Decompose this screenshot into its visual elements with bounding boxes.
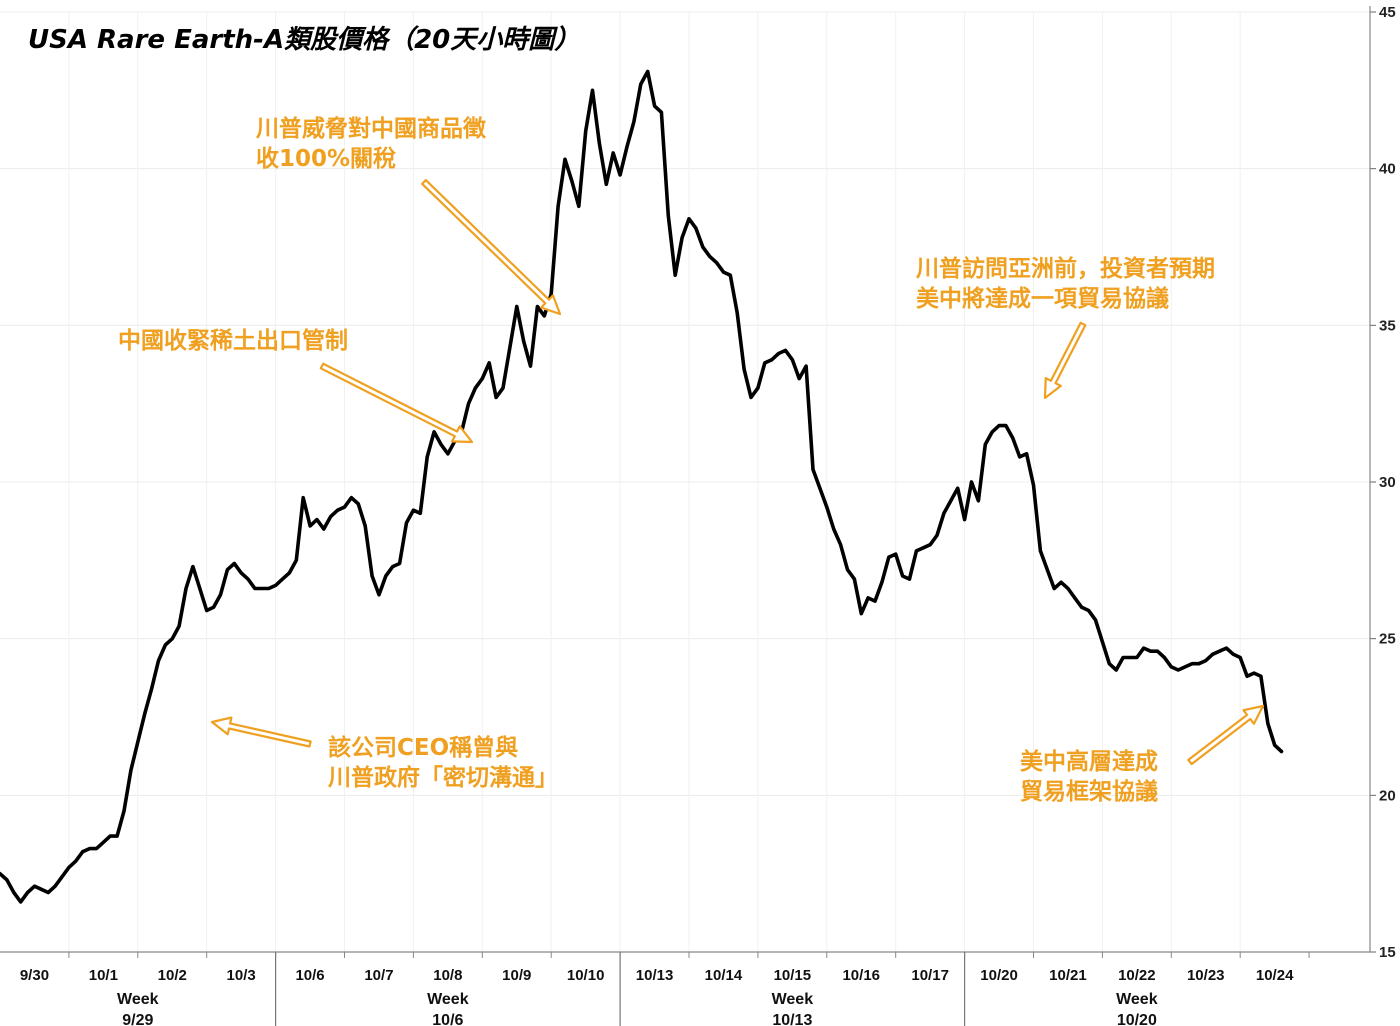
x-tick-label: 10/3 [227, 967, 256, 984]
x-tick-label: 10/22 [1118, 967, 1156, 984]
annotation-arrow-icon [1187, 704, 1265, 766]
y-tick-label: 40 [1379, 161, 1396, 178]
week-label: Week [1116, 991, 1158, 1008]
y-tick-label: 25 [1379, 631, 1396, 648]
price-series-line [0, 69, 1284, 904]
annotation-arrows [210, 179, 1265, 766]
week-date-label: 10/13 [772, 1012, 812, 1026]
annotation-arrow-icon [319, 362, 474, 444]
y-tick-label: 20 [1379, 787, 1396, 804]
series-layer [0, 69, 1284, 904]
x-tick-label: 10/9 [502, 967, 531, 984]
annotation-text: 川普訪問亞洲前，投資者預期 [916, 255, 1215, 282]
y-tick-label: 35 [1379, 317, 1396, 334]
week-label: Week [117, 991, 159, 1008]
x-tick-label: 10/6 [295, 967, 324, 984]
annotation-text: 川普政府「密切溝通」 [328, 764, 558, 791]
annotation-text: 收100%關稅 [256, 145, 396, 172]
x-tick-label: 10/10 [567, 967, 605, 984]
annotation-text: 川普威脅對中國商品徵 [256, 115, 487, 142]
x-tick-label: 10/24 [1256, 967, 1294, 984]
grid-lines [0, 11, 1370, 953]
x-tick-label: 10/17 [911, 967, 949, 984]
annotation-arrow-icon [210, 716, 312, 748]
x-tick-label: 10/21 [1049, 967, 1087, 984]
y-tick-label: 45 [1379, 4, 1396, 21]
week-label: Week [772, 991, 814, 1008]
x-tick-label: 10/2 [158, 967, 187, 984]
axes [0, 6, 1376, 1026]
week-date-label: 10/20 [1117, 1012, 1157, 1026]
annotation-arrow-icon [421, 179, 562, 316]
x-tick-label: 10/20 [980, 967, 1018, 984]
annotation-text: 貿易框架協議 [1020, 778, 1158, 805]
week-date-label: 10/6 [432, 1012, 463, 1026]
annotation-text: 中國收緊稀土出口管制 [118, 327, 348, 354]
week-label: Week [427, 991, 469, 1008]
x-tick-label: 10/8 [433, 967, 462, 984]
y-axis-ticks: 15 20 25 30 35 40 45 [1379, 4, 1396, 961]
x-tick-label: 10/16 [842, 967, 880, 984]
x-axis-ticks: 9/30 10/1 10/2 10/3 10/6 10/7 10/8 10/9 10/10 10/… [20, 967, 1294, 1026]
x-tick-label: 9/30 [20, 967, 49, 984]
x-tick-label: 10/15 [774, 967, 812, 984]
x-tick-label: 10/7 [364, 967, 393, 984]
y-tick-label: 15 [1379, 944, 1396, 961]
x-tick-label: 10/13 [636, 967, 674, 984]
chart-title: USA Rare Earth-A類股價格（20天小時圖） [28, 25, 580, 55]
annotation-text: 美中高層達成 [1020, 748, 1158, 775]
y-tick-label: 30 [1379, 474, 1396, 491]
annotation-text: 美中將達成一項貿易協議 [916, 285, 1169, 312]
week-date-label: 9/29 [122, 1012, 153, 1026]
annotation-arrow-icon [1043, 321, 1087, 400]
x-tick-label: 10/1 [89, 967, 118, 984]
x-tick-label: 10/14 [705, 967, 743, 984]
annotation-text: 該公司CEO稱曾與 [328, 734, 518, 761]
x-tick-label: 10/23 [1187, 967, 1225, 984]
